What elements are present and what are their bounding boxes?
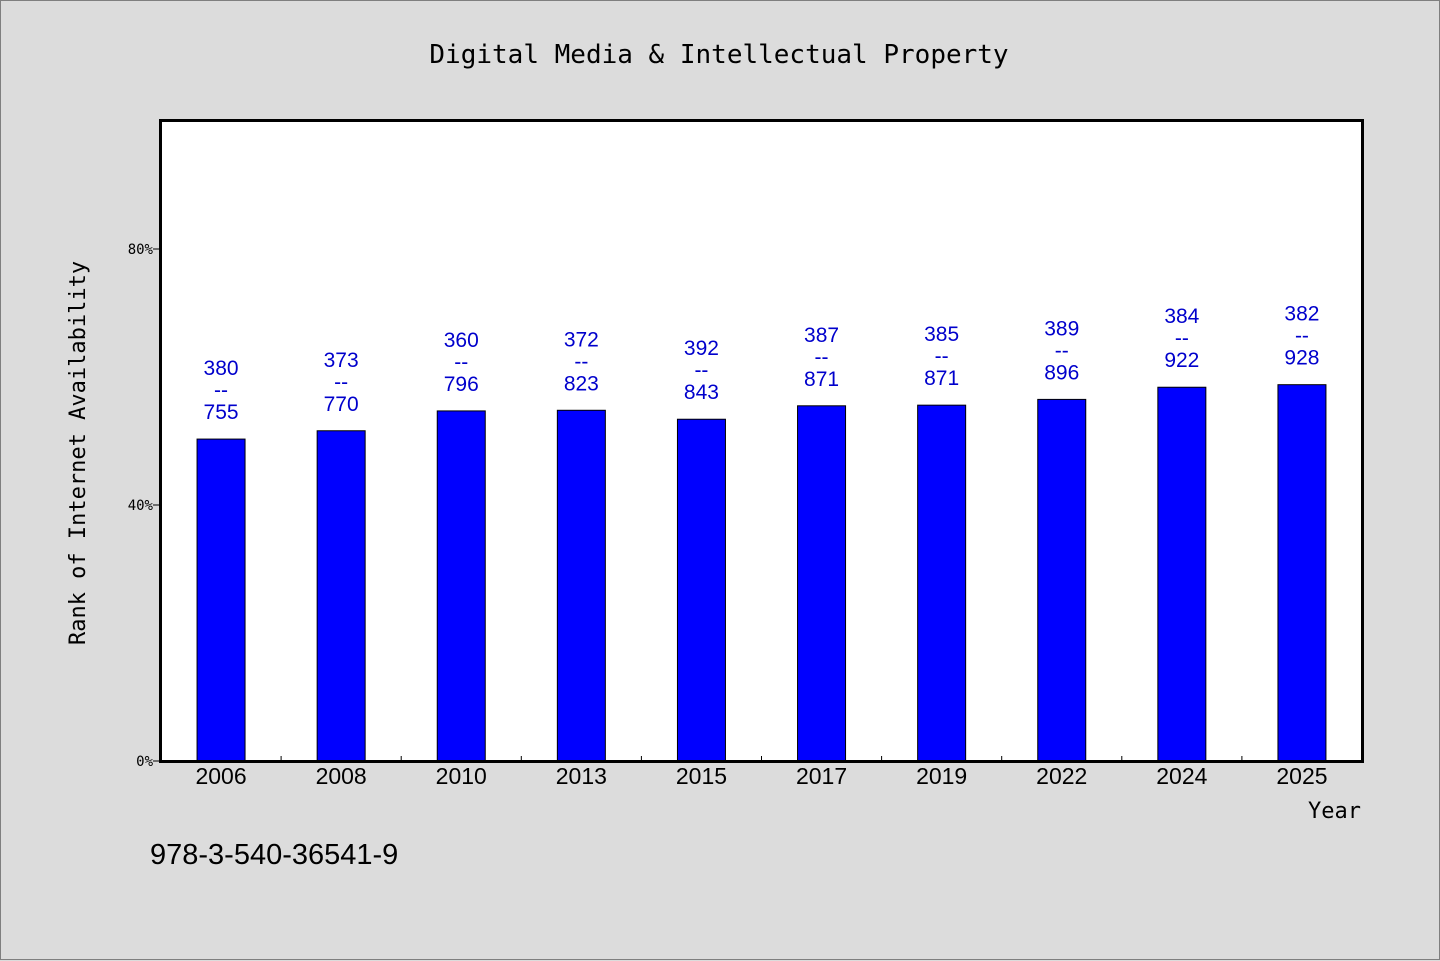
bar-2006 [196,438,246,762]
isbn-label: 978-3-540-36541-9 [150,839,398,871]
data-label-2013-line-0: 372 [564,328,599,351]
data-label-2008-line-0: 373 [324,349,359,372]
data-label-2022-line-2: 896 [1044,361,1079,384]
x-axis: 2006 2008 2010 2013 2015 2017 2019 2022 2024 2025 [195,756,1328,789]
data-label-2013-line-2: 823 [564,372,599,395]
data-label-2006-line-1: -- [214,379,228,402]
data-label-2019-line-2: 871 [924,367,959,390]
y-axis-title: Rank of Internet Availability [66,261,91,645]
data-label-2006-line-2: 755 [204,401,239,424]
x-tick-label-2017: 2017 [796,763,847,789]
chart-title: Digital Media & Intellectual Property [429,40,1008,70]
data-label-2010-line-1: -- [454,351,468,374]
data-label-2015-line-0: 392 [684,337,719,360]
bar-2022 [1037,398,1087,762]
bar-2025 [1277,384,1327,762]
data-label-2019-line-1: -- [935,345,949,368]
x-tick-label-2019: 2019 [916,763,967,789]
data-label-2013-line-1: -- [574,350,588,373]
data-label-2015-line-1: -- [694,359,708,382]
y-tick-label-80: 80% [128,242,154,258]
y-axis: 0% 40% 80% [128,242,161,770]
bar-2015 [676,418,726,762]
bar-2019 [917,404,967,762]
data-label-2025-line-0: 382 [1284,303,1319,326]
data-label-2015-line-2: 843 [684,381,719,404]
data-label-2024-line-2: 922 [1164,349,1199,372]
x-tick-label-2025: 2025 [1276,763,1327,789]
data-label-2022-line-1: -- [1055,339,1069,362]
bar-2013 [556,409,606,762]
x-tick-label-2006: 2006 [195,763,246,789]
data-label-2010-line-2: 796 [444,373,479,396]
plot-border [159,119,1364,763]
data-label-2017-line-1: -- [815,346,829,369]
data-label-2017-line-2: 871 [804,368,839,391]
data-label-2008-line-2: 770 [324,393,359,416]
bar-2024 [1157,386,1207,762]
data-label-2025-line-2: 928 [1284,347,1319,370]
x-tick-label-2022: 2022 [1036,763,1087,789]
bars-group [196,384,1327,762]
x-tick-label-2010: 2010 [436,763,487,789]
data-label-2008-line-1: -- [334,371,348,394]
bar-2010 [436,410,486,762]
data-label-2024-line-0: 384 [1164,305,1199,328]
y-tick-label-0: 0% [136,754,153,770]
data-label-2006-line-0: 380 [204,357,239,380]
bar-2008 [316,430,366,762]
y-tick-label-40: 40% [128,498,154,514]
data-label-2022-line-0: 389 [1044,317,1079,340]
x-tick-label-2013: 2013 [556,763,607,789]
data-label-2019-line-0: 385 [924,323,959,346]
data-label-2024-line-1: -- [1175,327,1189,350]
x-tick-label-2008: 2008 [316,763,367,789]
x-axis-title: Year [1308,799,1361,824]
data-label-2010-line-0: 360 [444,329,479,352]
data-label-2025-line-1: -- [1295,325,1309,348]
x-tick-label-2024: 2024 [1156,763,1207,789]
x-tick-label-2015: 2015 [676,763,727,789]
data-label-2017-line-0: 387 [804,324,839,347]
data-labels-group: 380--755373--770360--796372--823392--843… [204,303,1320,424]
bar-2017 [797,405,847,762]
